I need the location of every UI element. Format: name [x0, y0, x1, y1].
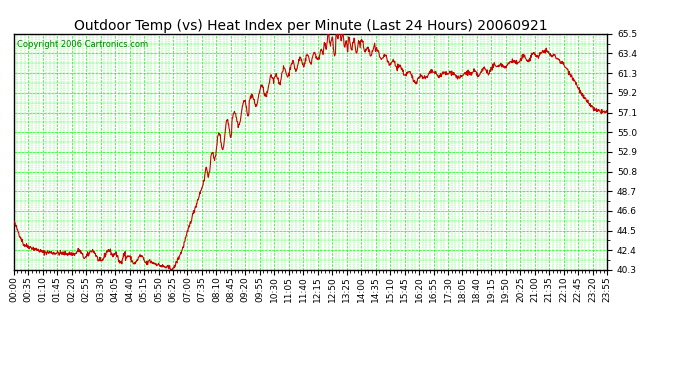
- Title: Outdoor Temp (vs) Heat Index per Minute (Last 24 Hours) 20060921: Outdoor Temp (vs) Heat Index per Minute …: [74, 19, 547, 33]
- Text: Copyright 2006 Cartronics.com: Copyright 2006 Cartronics.com: [17, 40, 148, 49]
